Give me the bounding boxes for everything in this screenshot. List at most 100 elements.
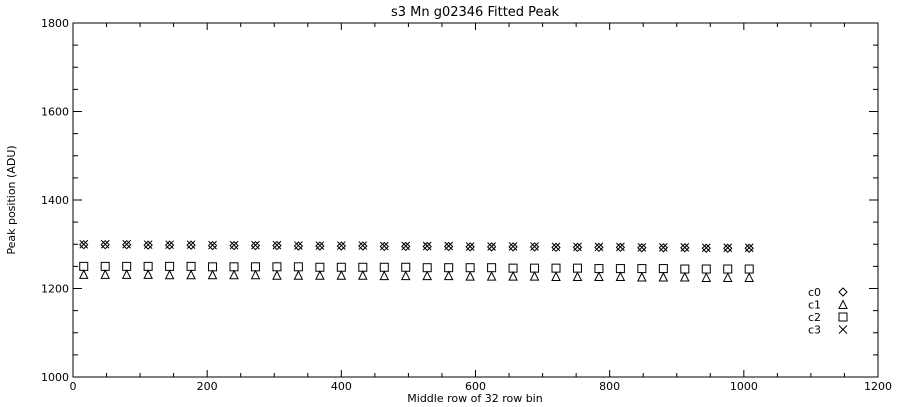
data-point-c2 xyxy=(465,263,475,273)
x-marker-stroke xyxy=(616,242,625,252)
x-marker-stroke xyxy=(487,242,496,251)
data-point-c2 xyxy=(208,262,218,272)
x-marker-stroke xyxy=(530,242,539,251)
data-point-c3 xyxy=(315,241,325,250)
data-point-c0 xyxy=(186,240,196,250)
data-point-c0 xyxy=(100,239,110,250)
data-point-c1 xyxy=(465,270,475,281)
data-point-c0 xyxy=(551,242,561,253)
data-point-c3 xyxy=(744,243,754,253)
data-point-c0 xyxy=(529,242,540,252)
data-point-c1 xyxy=(486,270,497,281)
x-marker-stroke xyxy=(508,242,518,251)
data-point-c2 xyxy=(680,264,690,274)
data-point-c2 xyxy=(637,264,647,274)
data-point-c1 xyxy=(143,269,153,279)
data-point-c1 xyxy=(658,271,669,282)
data-point-c1 xyxy=(529,270,540,281)
x-tick-label: 1000 xyxy=(730,380,758,393)
x-marker-stroke xyxy=(401,241,411,251)
x-marker-stroke xyxy=(143,240,153,250)
x-marker-stroke xyxy=(680,242,690,252)
x-tick-label: 400 xyxy=(331,380,352,393)
data-point-c1 xyxy=(443,270,454,281)
data-point-c0 xyxy=(572,242,583,253)
data-point-c1 xyxy=(722,272,733,282)
data-point-c0 xyxy=(336,241,347,251)
data-point-c2 xyxy=(250,262,260,272)
data-point-c0 xyxy=(79,239,89,250)
data-point-c0 xyxy=(315,241,325,251)
data-point-c3 xyxy=(487,242,496,251)
x-marker-stroke xyxy=(315,241,325,250)
data-point-c3 xyxy=(122,239,132,249)
x-marker-stroke xyxy=(594,242,604,252)
data-point-c0 xyxy=(143,240,153,250)
data-point-c2 xyxy=(165,261,175,271)
legend-marker-c1 xyxy=(838,299,848,309)
x-tick-label: 1200 xyxy=(864,380,892,393)
data-point-c3 xyxy=(272,240,282,250)
data-point-c2 xyxy=(100,261,110,271)
x-marker-stroke xyxy=(573,242,582,252)
data-point-c1 xyxy=(100,269,111,279)
data-point-c2 xyxy=(444,263,454,273)
data-point-c3 xyxy=(79,239,89,249)
data-point-c3 xyxy=(508,242,518,251)
data-point-c2 xyxy=(379,262,389,272)
data-point-c1 xyxy=(637,271,647,282)
data-point-c1 xyxy=(272,270,282,280)
data-point-c3 xyxy=(165,240,174,250)
data-point-c3 xyxy=(723,243,733,253)
data-point-c3 xyxy=(680,242,690,252)
legend-marker-c0 xyxy=(838,287,848,297)
legend-label-c1: c1 xyxy=(808,299,821,312)
data-point-c2 xyxy=(530,263,540,273)
x-marker-stroke xyxy=(744,243,754,253)
x-marker-stroke xyxy=(100,239,110,249)
data-point-c0 xyxy=(658,243,669,253)
data-marks xyxy=(78,239,755,282)
data-point-c3 xyxy=(358,241,368,250)
data-point-c3 xyxy=(594,242,604,252)
legend-label-c2: c2 xyxy=(808,311,821,324)
data-point-c3 xyxy=(530,242,539,251)
data-point-c1 xyxy=(508,270,518,281)
data-point-c0 xyxy=(121,239,132,250)
data-point-c1 xyxy=(572,271,583,282)
x-tick-label: 800 xyxy=(599,380,620,393)
y-tick-label: 1600 xyxy=(41,106,69,119)
data-point-c2 xyxy=(422,263,432,273)
series-c2 xyxy=(79,261,754,274)
data-point-c1 xyxy=(594,271,604,282)
data-point-c1 xyxy=(400,270,411,281)
data-point-c1 xyxy=(615,271,626,282)
plot-frame xyxy=(72,22,879,378)
data-point-c2 xyxy=(272,262,282,272)
data-point-c2 xyxy=(143,261,153,271)
data-point-c3 xyxy=(251,240,260,250)
data-point-c3 xyxy=(100,239,110,249)
x-tick-label: 600 xyxy=(465,380,486,393)
data-point-c3 xyxy=(294,241,303,250)
data-point-c1 xyxy=(207,269,218,280)
data-point-c0 xyxy=(594,242,604,253)
data-point-c3 xyxy=(379,241,389,251)
x-marker-stroke xyxy=(358,241,368,250)
data-point-c1 xyxy=(121,269,132,279)
x-marker-stroke xyxy=(551,242,561,252)
data-point-c3 xyxy=(208,240,217,250)
data-point-c1 xyxy=(744,272,755,282)
data-point-c3 xyxy=(616,242,625,252)
data-point-c2 xyxy=(551,263,561,273)
data-point-c3 xyxy=(422,241,432,251)
x-marker-stroke xyxy=(838,325,848,334)
data-point-c2 xyxy=(615,264,625,274)
data-point-c2 xyxy=(122,261,132,271)
data-point-c0 xyxy=(486,242,497,252)
x-marker-stroke xyxy=(208,240,217,250)
data-point-c0 xyxy=(701,243,711,253)
data-point-c1 xyxy=(679,271,690,282)
x-marker-stroke xyxy=(79,239,89,249)
